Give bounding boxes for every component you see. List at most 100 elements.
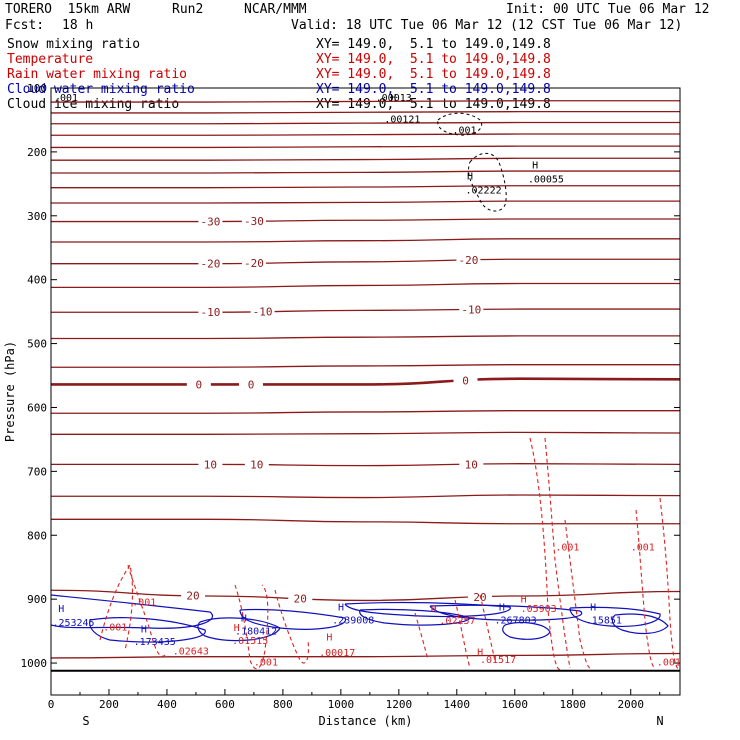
rain-value-label: .001 xyxy=(103,622,127,633)
isotherm-label-bg xyxy=(198,215,223,228)
isotherm-9 xyxy=(51,218,680,223)
isotherm-label-bg xyxy=(241,257,266,270)
isotherm-2 xyxy=(51,121,680,125)
isotherm-label: -30 xyxy=(244,215,264,228)
y-tick-label: 100 xyxy=(27,82,47,95)
model-title: TORERO 15km ARW xyxy=(5,2,131,17)
isotherm-12 xyxy=(51,282,680,289)
cloud-water-max-marker: H xyxy=(241,614,247,625)
isotherm-8 xyxy=(51,200,680,204)
legend-rain-xy: XY= 149.0, 5.1 to 149.0,149.8 xyxy=(316,67,551,82)
isotherm-label: -20 xyxy=(244,257,264,270)
rain-max-marker: H xyxy=(326,633,332,644)
isotherm-19 xyxy=(51,463,680,467)
isotherm-label-bg xyxy=(198,306,223,319)
cloud-water-contour-0 xyxy=(51,594,214,629)
isotherm-label: -20 xyxy=(458,254,478,267)
isotherm-label: 0 xyxy=(462,375,469,388)
isotherm-label-bg xyxy=(198,458,223,471)
isotherm-label-bg xyxy=(250,305,275,318)
rain-contour-5 xyxy=(529,437,561,671)
isotherm-label-bg xyxy=(459,458,484,471)
isotherm-label-bg xyxy=(244,458,269,471)
rain-contour-4 xyxy=(454,594,496,669)
legend-cloud-ice-name: Cloud ice mixing ratio xyxy=(7,97,180,112)
plot-frame xyxy=(50,87,681,696)
rain-max-marker: H xyxy=(431,604,437,615)
isotherm-label: 0 xyxy=(196,378,203,391)
y-tick-label: 900 xyxy=(27,593,47,606)
y-tick-label: 600 xyxy=(27,401,47,414)
x-tick-label: 200 xyxy=(99,698,119,711)
header-block: TORERO 15km ARW Run2 NCAR/MMM Init: 00 U… xyxy=(0,0,740,112)
cloud-water-value-label: .253245 xyxy=(52,618,94,629)
rain-value-label: .001 xyxy=(254,658,278,669)
snow-value-label: .02222 xyxy=(466,185,502,196)
cloud-water-value-label: .173435 xyxy=(134,637,176,648)
x-tick-label: 2000 xyxy=(617,698,644,711)
isotherm-5 xyxy=(51,157,680,161)
cloud-water-contour-7 xyxy=(569,606,661,627)
snow-value-label: .00121 xyxy=(384,115,420,126)
isotherm-10 xyxy=(51,238,680,243)
legend-cloud-water-xy: XY= 149.0, 5.1 to 149.0,149.8 xyxy=(316,82,551,97)
isotherm-11 xyxy=(51,258,680,265)
legend-cloud-water-name: Cloud water mixing ratio xyxy=(7,82,195,97)
isotherm-label: -10 xyxy=(253,306,273,319)
isotherm-label: 20 xyxy=(294,593,307,606)
isotherm-label-bg xyxy=(459,303,484,316)
isotherm-label-bg xyxy=(181,589,206,602)
x-tick-label: 400 xyxy=(157,698,177,711)
rain-value-label: .00017 xyxy=(319,648,355,659)
cloud-water-value-label: .239008 xyxy=(332,615,374,626)
legend-rain-name: Rain water mixing ratio xyxy=(7,67,188,82)
fcst-value: 18 h xyxy=(62,18,94,33)
snow-max-marker: H xyxy=(532,161,538,172)
cloud-water-contour-9 xyxy=(502,622,551,640)
cloud-water-contour-6 xyxy=(429,604,583,621)
run-label: Run2 xyxy=(172,2,204,17)
x-tick-label: 1800 xyxy=(560,698,587,711)
cloud-water-contour-8 xyxy=(611,613,669,635)
isotherm-4 xyxy=(51,145,680,149)
cloud-water-value-label: .180412 xyxy=(235,626,277,637)
isotherm-label: 10 xyxy=(465,458,478,471)
x-tick-label: 1200 xyxy=(386,698,413,711)
rain-value-label: .05903 xyxy=(521,604,557,615)
x-tick-label: 1400 xyxy=(444,698,471,711)
rain-value-label: .01515 xyxy=(232,636,268,647)
isotherm-label: -10 xyxy=(461,303,481,316)
snow-value-label: .00055 xyxy=(528,175,564,186)
snow-value-label: .00013 xyxy=(376,93,412,104)
rain-max-marker: H xyxy=(521,594,527,605)
cloud-water-value-label: .267803 xyxy=(494,615,536,626)
isotherm-20 xyxy=(51,494,680,499)
isotherm-14 xyxy=(51,335,680,340)
isotherm-label: 10 xyxy=(250,459,263,472)
cloud-water-max-marker: H xyxy=(58,604,64,615)
rain-value-label: .001 xyxy=(657,658,681,669)
y-tick-label: 300 xyxy=(27,210,47,223)
isotherm-label: -30 xyxy=(200,216,220,229)
y-tick-label: 400 xyxy=(27,274,47,287)
isotherm-3 xyxy=(51,133,680,136)
cloud-water-contour-5 xyxy=(359,608,471,626)
cloud-water-contour-4 xyxy=(344,601,511,618)
x-tick-label: 800 xyxy=(273,698,293,711)
y-tick-label: 200 xyxy=(27,146,47,159)
cloud-water-max-marker: H xyxy=(499,603,505,614)
cloud-water-value-label: .15851 xyxy=(586,615,622,626)
rain-value-label: .001 xyxy=(555,543,579,554)
isotherm-label: 20 xyxy=(473,591,486,604)
legend-temperature-xy: XY= 149.0, 5.1 to 149.0,149.8 xyxy=(316,52,551,67)
cloud-water-contour-3 xyxy=(239,608,347,630)
isotherm-label-bg xyxy=(198,257,223,270)
isotherm-6 xyxy=(51,170,680,174)
rain-max-marker: H xyxy=(477,647,483,658)
y-axis-label: Pressure (hPa) xyxy=(3,341,17,442)
isotherm-15 xyxy=(51,364,680,368)
isotherm-1 xyxy=(51,110,680,114)
isotherm-7 xyxy=(51,185,680,189)
legend-temperature-name: Temperature xyxy=(7,52,94,67)
